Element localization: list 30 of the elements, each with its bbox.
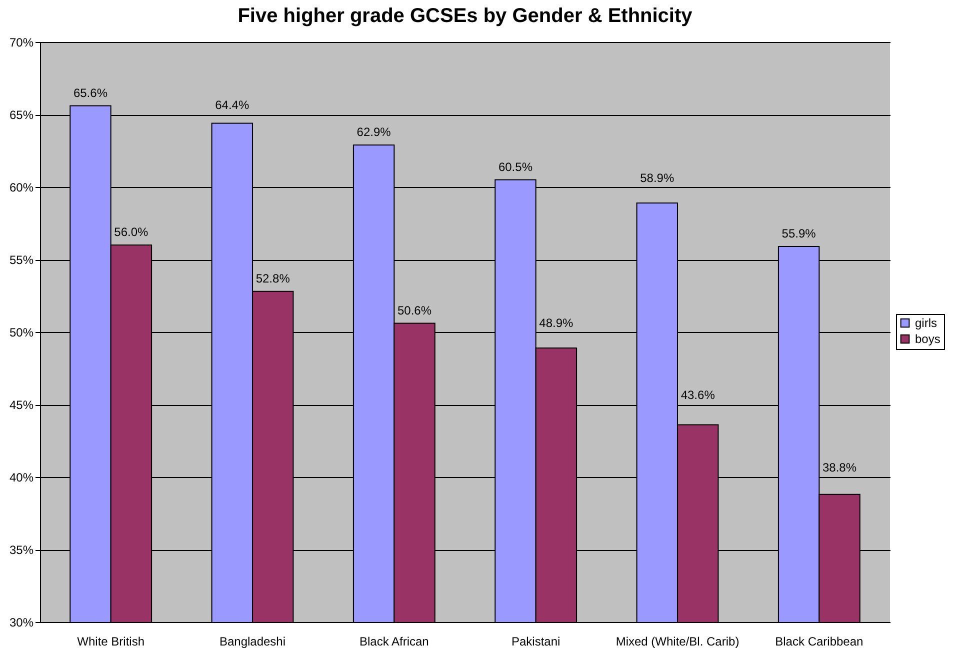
x-tick-label: Bangladeshi bbox=[219, 634, 286, 648]
data-label: 64.4% bbox=[215, 98, 250, 112]
data-label: 52.8% bbox=[256, 271, 290, 286]
data-label: 62.9% bbox=[356, 124, 392, 139]
data-label: 48.9% bbox=[539, 316, 574, 330]
data-label: 43.6% bbox=[680, 388, 716, 402]
y-tick-label: 70% bbox=[9, 36, 34, 50]
x-tick-label: Pakistani bbox=[511, 634, 560, 648]
x-tick-label: Mixed (White/Bl. Carib) bbox=[616, 634, 740, 648]
y-tick-label: 40% bbox=[9, 470, 34, 484]
data-label: 56.0% bbox=[114, 225, 149, 239]
x-tick-label: Black African bbox=[359, 634, 429, 648]
legend-label: boys bbox=[915, 332, 940, 346]
data-label: 38.8% bbox=[822, 460, 857, 474]
data-label: 60.5% bbox=[498, 160, 533, 174]
y-tick-label: 50% bbox=[9, 326, 34, 340]
data-label: 65.6% bbox=[73, 86, 108, 100]
data-label: 58.9% bbox=[640, 170, 674, 185]
y-tick-label: 30% bbox=[9, 616, 34, 630]
y-tick-label: 65% bbox=[9, 108, 34, 122]
x-tick-label: White British bbox=[77, 634, 145, 648]
x-tick-label: Black Caribbean bbox=[775, 634, 864, 648]
y-tick-label: 60% bbox=[9, 180, 34, 194]
legend-label: girls bbox=[915, 316, 938, 330]
chart-title: Five higher grade GCSEs by Gender & Ethnicity bbox=[238, 5, 694, 27]
y-tick-label: 35% bbox=[9, 543, 34, 557]
data-label: 50.6% bbox=[398, 303, 432, 318]
data-label: 55.9% bbox=[782, 226, 816, 240]
y-tick-label: 55% bbox=[9, 253, 34, 267]
y-tick-label: 45% bbox=[9, 398, 34, 412]
